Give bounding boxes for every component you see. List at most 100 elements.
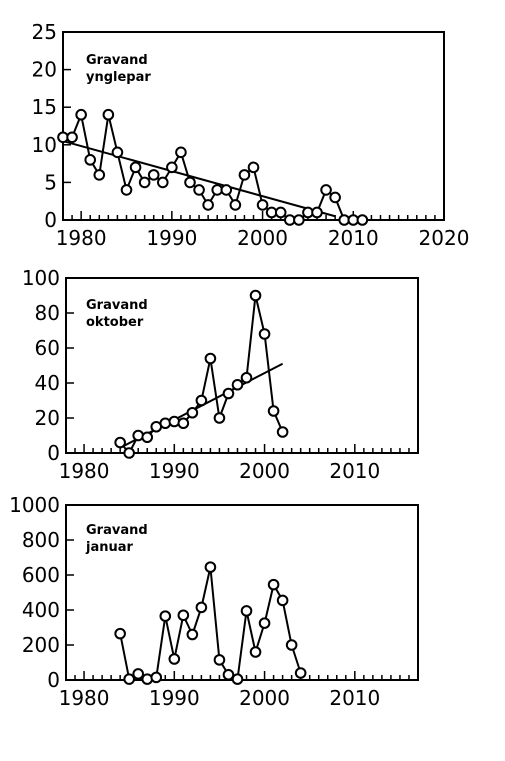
data-point: [114, 627, 126, 640]
y-tick-label: 40: [35, 371, 60, 395]
data-point: [186, 628, 199, 641]
data-point: [231, 673, 244, 685]
data-point: [141, 673, 154, 685]
data-point: [177, 609, 190, 622]
data-point: [220, 184, 233, 196]
data-point: [249, 646, 262, 658]
data-point: [274, 206, 287, 219]
y-tick-label: 600: [22, 563, 60, 587]
data-point: [195, 394, 208, 407]
x-tick-label: 1990: [149, 686, 200, 710]
panel-title: Gravand: [86, 523, 148, 538]
panel-title: Gravand: [86, 53, 148, 68]
data-point: [238, 169, 251, 181]
data-point: [111, 146, 124, 159]
trend-line: [62, 140, 336, 218]
data-point: [93, 169, 106, 181]
data-point: [156, 176, 169, 189]
data-point: [102, 108, 115, 121]
data-point: [294, 667, 307, 679]
y-tick-label: 400: [22, 598, 60, 622]
x-tick-label: 2000: [237, 226, 288, 250]
x-tick-label: 1990: [149, 459, 200, 483]
data-point: [177, 417, 190, 430]
data-point: [168, 653, 181, 665]
y-tick-label: 100: [22, 266, 60, 290]
data-point: [184, 176, 196, 189]
data-point: [204, 561, 217, 573]
data-point: [168, 415, 181, 428]
x-tick-label: 1980: [59, 686, 110, 710]
x-tick-label: 2020: [419, 226, 470, 250]
data-point: [186, 406, 199, 419]
data-point: [267, 578, 280, 591]
data-point: [247, 161, 260, 174]
x-tick-label: 2010: [329, 459, 380, 483]
data-point: [231, 378, 244, 391]
chart-panel-1: 1980 1990 2000 2010 2020 0 5 10 15 20 25 Gravand yng…: [32, 20, 470, 250]
x-tick-label: 1980: [59, 459, 110, 483]
data-point: [138, 176, 151, 189]
x-tick-label: 1990: [146, 226, 197, 250]
data-point: [356, 214, 369, 226]
y-tick-label: 60: [35, 336, 60, 360]
data-point: [159, 417, 172, 430]
y-tick-label: 20: [35, 406, 60, 430]
data-point: [240, 371, 253, 384]
data-point: [320, 184, 332, 196]
data-point: [240, 605, 253, 617]
data-point: [213, 654, 226, 666]
data-point: [175, 146, 187, 159]
data-point: [329, 191, 341, 204]
x-tick-label: 2000: [239, 459, 290, 483]
data-point: [222, 668, 235, 681]
data-point: [258, 617, 271, 629]
data-point: [195, 601, 208, 614]
y-tick-label: 200: [22, 633, 60, 657]
plot-frame: [65, 277, 419, 454]
y-tick-label: 80: [35, 301, 60, 325]
data-point: [66, 131, 78, 144]
data-point: [293, 214, 305, 226]
y-tick-label: 0: [44, 208, 57, 232]
data-point: [311, 206, 323, 219]
data-point: [75, 108, 87, 121]
panel-subtitle: januar: [85, 540, 134, 555]
data-point: [123, 673, 135, 685]
chart-panel-3: 1980 1990 2000 2010 0 200 400 600 800 1000 Gravand…: [9, 493, 419, 710]
chart-panel-2: 1980 1990 2000 2010 0 20 40 60 80 100 Gravand oktob…: [22, 266, 419, 483]
data-point: [166, 161, 178, 174]
data-point: [229, 199, 242, 211]
data-point: [193, 184, 205, 196]
y-tick-label: 800: [22, 528, 60, 552]
series-line: [119, 294, 284, 454]
data-point: [147, 169, 160, 181]
data-point: [204, 352, 217, 365]
y-tick-label: 0: [47, 668, 60, 692]
data-point: [213, 412, 226, 424]
data-point: [256, 199, 269, 211]
y-tick-label: 5: [44, 170, 57, 194]
panel-subtitle: oktober: [86, 315, 144, 330]
y-tick-label: 25: [32, 20, 57, 44]
x-tick-label: 2000: [239, 686, 290, 710]
data-point: [150, 671, 163, 684]
data-point: [285, 639, 298, 651]
data-point: [222, 387, 235, 400]
data-point: [132, 668, 145, 680]
data-point: [123, 447, 135, 459]
data-point: [84, 154, 97, 166]
data-point: [276, 426, 289, 438]
data-point: [159, 610, 172, 622]
data-point: [249, 289, 262, 302]
x-tick-label: 1980: [56, 226, 107, 250]
data-point: [276, 594, 289, 607]
x-tick-label: 2010: [329, 686, 380, 710]
data-point: [141, 431, 154, 444]
data-point: [114, 436, 126, 449]
y-tick-label: 1000: [9, 493, 60, 517]
data-point: [129, 161, 142, 174]
data-point: [132, 429, 145, 442]
data-point: [202, 199, 214, 211]
